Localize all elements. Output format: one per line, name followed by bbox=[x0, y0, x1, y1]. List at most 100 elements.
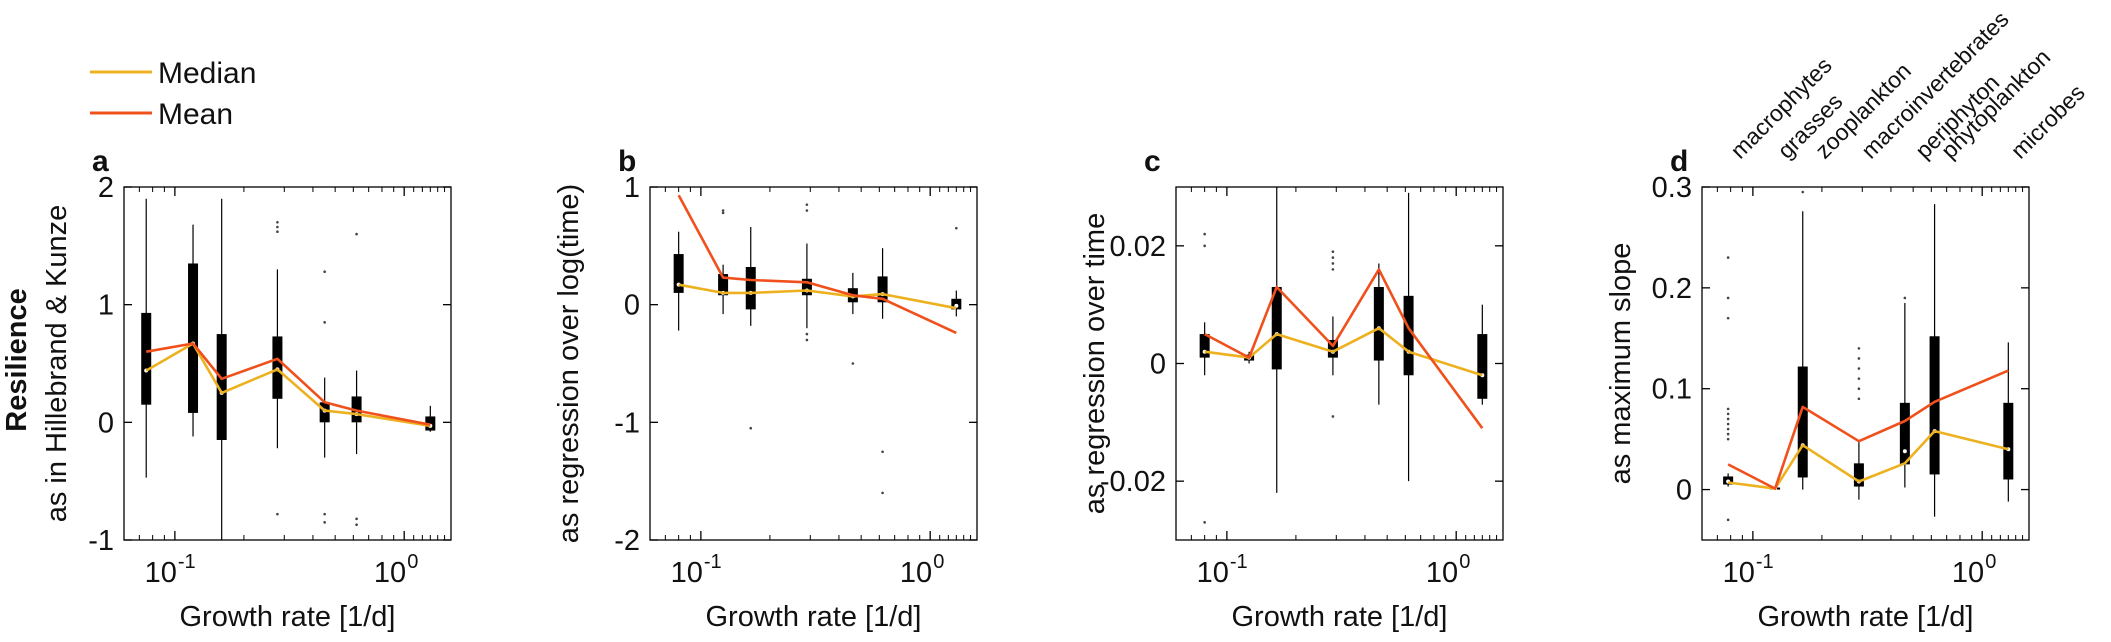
box-iqr bbox=[718, 274, 729, 296]
x-axis-label: Growth rate [1/d] bbox=[706, 601, 922, 633]
box-outlier bbox=[955, 226, 958, 230]
legend-mean-label: Mean bbox=[158, 98, 233, 131]
box-outlier bbox=[355, 523, 358, 527]
box-outlier bbox=[323, 512, 326, 516]
box-outlier bbox=[1857, 387, 1861, 391]
box-outlier bbox=[1903, 296, 1907, 300]
box-outlier bbox=[1726, 316, 1730, 320]
y-tick-label: -2 bbox=[614, 525, 640, 557]
panel-letter: c bbox=[1144, 145, 1161, 178]
box-4 bbox=[1899, 296, 1910, 488]
box-iqr bbox=[1271, 287, 1282, 370]
x-tick-label: 10 bbox=[1952, 557, 1984, 589]
box-outlier bbox=[1726, 412, 1730, 416]
box-outlier bbox=[1726, 407, 1730, 411]
y-tick-label: 0.2 bbox=[1652, 273, 1692, 305]
y-axis-label: as in Hillebrand & Kunze bbox=[41, 205, 73, 523]
box-outlier bbox=[1857, 397, 1861, 401]
box-5 bbox=[351, 232, 362, 527]
y-tick-label: 0 bbox=[624, 290, 640, 322]
y-axis-label: as regression over time bbox=[1079, 213, 1111, 514]
box-iqr bbox=[673, 254, 684, 293]
box-6 bbox=[2003, 342, 2014, 502]
box-outlier bbox=[1726, 518, 1730, 522]
box-iqr bbox=[1797, 366, 1808, 478]
panel-letter: d bbox=[1670, 145, 1688, 178]
box-iqr bbox=[2003, 402, 2014, 480]
box-outlier bbox=[749, 426, 753, 430]
taxon-labels: macrophytesgrasseszooplanktonmacroinvert… bbox=[1725, 6, 2090, 164]
box-outlier bbox=[881, 450, 884, 454]
y-tick-label: 0 bbox=[98, 407, 114, 439]
box-outlier bbox=[1331, 250, 1335, 254]
axes-frame bbox=[1175, 186, 1504, 541]
legend: Median Mean bbox=[90, 57, 256, 131]
y-tick-label: -0.02 bbox=[1100, 466, 1166, 498]
box-iqr bbox=[216, 334, 227, 440]
row-title: Resilience bbox=[1, 288, 33, 431]
x-tick-exponent: -1 bbox=[178, 551, 196, 573]
box-outlier bbox=[805, 203, 809, 206]
box-iqr bbox=[1373, 287, 1384, 361]
box-iqr bbox=[1199, 334, 1210, 358]
box-iqr bbox=[141, 312, 152, 405]
box-outlier bbox=[1203, 244, 1206, 248]
box-4 bbox=[319, 270, 330, 524]
axes-frame bbox=[649, 186, 978, 541]
box-outlier bbox=[1726, 427, 1730, 431]
box-outlier bbox=[805, 338, 809, 342]
box-5 bbox=[1403, 192, 1414, 482]
box-outlier bbox=[1857, 347, 1861, 350]
box-outlier bbox=[1726, 422, 1730, 426]
box-outlier bbox=[851, 362, 855, 365]
box-iqr bbox=[1929, 336, 1940, 475]
y-tick-label: 0 bbox=[1676, 475, 1692, 507]
series-line-mean bbox=[1204, 268, 1484, 429]
box-outlier bbox=[1857, 357, 1861, 360]
series-line-mean bbox=[1727, 369, 2009, 490]
box-outlier bbox=[323, 521, 326, 524]
box-outlier bbox=[355, 517, 358, 521]
x-tick-exponent: 0 bbox=[1985, 551, 1996, 573]
box-0 bbox=[1723, 256, 1734, 522]
box-2 bbox=[216, 198, 227, 540]
box-4 bbox=[1373, 263, 1384, 405]
box-outlier bbox=[323, 321, 326, 324]
y-tick-label: -1 bbox=[614, 407, 640, 439]
box-outlier bbox=[1203, 232, 1206, 236]
box-1 bbox=[188, 224, 199, 437]
box-3 bbox=[1853, 347, 1864, 500]
x-tick-exponent: 0 bbox=[933, 551, 944, 573]
box-outlier bbox=[1331, 256, 1335, 259]
series-line-median bbox=[1204, 326, 1483, 377]
box-2 bbox=[745, 227, 756, 430]
x-tick-exponent: -1 bbox=[1756, 551, 1774, 573]
box-iqr bbox=[188, 263, 199, 413]
box-outlier bbox=[805, 209, 809, 212]
box-iqr bbox=[1403, 295, 1414, 376]
x-tick-label: 10 bbox=[374, 557, 406, 589]
box-outlier bbox=[276, 221, 279, 224]
box-5 bbox=[877, 248, 888, 495]
x-tick-label: 10 bbox=[145, 557, 177, 589]
box-iqr bbox=[1853, 463, 1864, 487]
box-outlier bbox=[721, 209, 725, 212]
box-outlier bbox=[1331, 262, 1335, 265]
axes-frame bbox=[123, 186, 452, 541]
box-iqr bbox=[1899, 402, 1910, 465]
y-tick-label: 0.3 bbox=[1652, 172, 1692, 204]
box-outlier bbox=[1857, 367, 1861, 370]
y-tick-label: 0.1 bbox=[1652, 374, 1692, 406]
box-outlier bbox=[276, 225, 279, 229]
box-outlier bbox=[805, 332, 809, 336]
box-4 bbox=[847, 272, 858, 365]
x-axis-label: Growth rate [1/d] bbox=[1232, 601, 1448, 633]
box-iqr bbox=[745, 267, 756, 310]
box-outlier bbox=[276, 230, 279, 234]
box-outlier bbox=[1726, 417, 1730, 421]
y-axis-label: as maximum slope bbox=[1605, 243, 1637, 485]
x-tick-label: 10 bbox=[671, 557, 703, 589]
